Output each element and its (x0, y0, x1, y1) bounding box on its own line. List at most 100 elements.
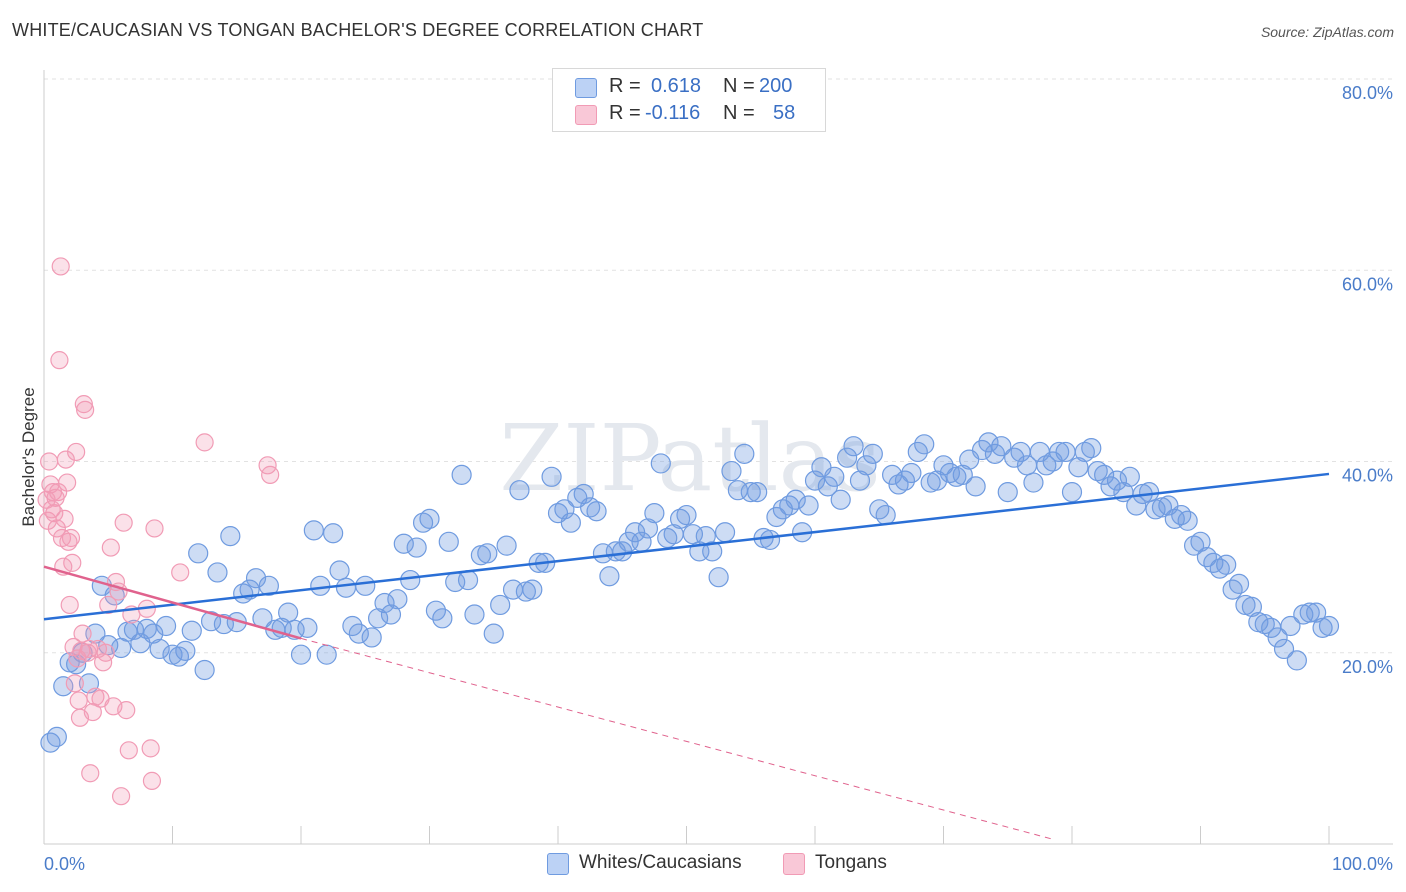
point-whites (1216, 554, 1237, 575)
trend-lines (43, 472, 1330, 840)
legend-r-label: R = (609, 75, 641, 97)
point-tongans (76, 400, 95, 419)
point-whites (168, 646, 190, 667)
point-whites (637, 518, 659, 539)
point-tongans (117, 701, 136, 720)
point-tongans (55, 509, 74, 528)
point-whites (483, 623, 504, 644)
point-whites (1061, 482, 1083, 503)
trend-line-tongans (43, 565, 302, 640)
point-tongans (119, 741, 138, 760)
point-whites (1203, 552, 1224, 573)
y-tick-labels: 20.0% 40.0% 60.0% 80.0% (1342, 83, 1393, 677)
point-whites (573, 483, 594, 505)
point-whites (1100, 476, 1121, 497)
point-whites (335, 577, 357, 598)
point-whites (323, 523, 344, 544)
point-whites (380, 604, 402, 625)
point-whites (1222, 579, 1243, 600)
point-whites (708, 567, 729, 588)
point-whites (914, 434, 935, 455)
point-whites (1209, 558, 1230, 579)
point-whites (798, 495, 819, 516)
point-whites (830, 489, 851, 510)
point-whites (40, 732, 61, 753)
point-whites (1087, 460, 1108, 482)
point-whites (824, 466, 845, 487)
point-tongans (69, 691, 88, 710)
point-whites (316, 644, 337, 665)
point-whites (188, 543, 209, 564)
point-tongans (65, 674, 84, 693)
point-whites (368, 608, 389, 629)
point-whites (387, 589, 408, 610)
point-whites (1094, 464, 1115, 485)
point-whites (1164, 508, 1185, 529)
point-whites (952, 464, 973, 485)
legend-r-value: -0.116 (645, 102, 701, 124)
point-whites (355, 575, 376, 596)
point-whites (297, 617, 318, 638)
x-tick-label-max: 100.0% (1332, 854, 1393, 874)
point-whites (1004, 447, 1025, 468)
y-tick-label: 80.0% (1342, 83, 1393, 103)
point-whites (393, 533, 414, 554)
point-whites (554, 499, 575, 520)
x-axis-ticks (43, 826, 1330, 844)
point-whites (194, 659, 215, 681)
point-whites (1306, 602, 1327, 623)
legend-n-label: N = (723, 102, 755, 124)
point-whites (721, 460, 742, 482)
point-whites (650, 453, 671, 474)
point-whites (419, 508, 440, 529)
point-whites (580, 497, 601, 518)
point-whites (496, 535, 517, 556)
point-whites (849, 470, 871, 491)
point-whites (1318, 615, 1340, 637)
point-tongans (67, 442, 86, 462)
point-whites (1074, 441, 1095, 463)
point-whites (207, 562, 228, 583)
point-whites (1286, 650, 1307, 671)
point-whites (200, 611, 222, 632)
point-tongans (142, 771, 162, 790)
chart-title: WHITE/CAUCASIAN VS TONGAN BACHELOR'S DEG… (12, 20, 704, 40)
point-whites (1068, 457, 1089, 478)
y-axis-title: Bachelor's Degree (19, 387, 38, 526)
point-whites (926, 470, 948, 491)
point-whites (1267, 627, 1288, 648)
y-tick-label: 60.0% (1342, 274, 1393, 294)
point-whites (997, 482, 1018, 503)
point-tongans (60, 595, 79, 615)
point-whites (1183, 535, 1205, 556)
point-whites (181, 620, 202, 641)
point-whites (1228, 573, 1250, 595)
point-whites (1254, 613, 1275, 635)
point-whites (1280, 615, 1301, 637)
point-tongans (45, 504, 64, 523)
point-whites (1106, 470, 1128, 491)
point-whites (406, 537, 427, 558)
point-tongans (81, 764, 100, 783)
point-whites (258, 575, 279, 596)
point-whites (1273, 638, 1295, 660)
point-whites (1171, 504, 1192, 526)
point-whites (978, 432, 999, 453)
point-tongans (111, 787, 131, 806)
point-whites (541, 466, 562, 487)
point-whites (843, 436, 864, 457)
legend-swatch-blue (575, 78, 597, 98)
legend-label-tongans: Tongans (815, 852, 887, 873)
point-whites (290, 644, 312, 665)
point-tongans (51, 257, 70, 276)
point-whites (965, 476, 986, 497)
point-tongans (40, 452, 59, 471)
point-tongans (56, 450, 75, 469)
point-tongans (58, 473, 77, 492)
point-whites (1177, 510, 1198, 531)
point-whites (303, 520, 324, 541)
point-tongans (99, 595, 118, 615)
series-tongans-points (37, 257, 280, 806)
point-whites (734, 443, 755, 464)
